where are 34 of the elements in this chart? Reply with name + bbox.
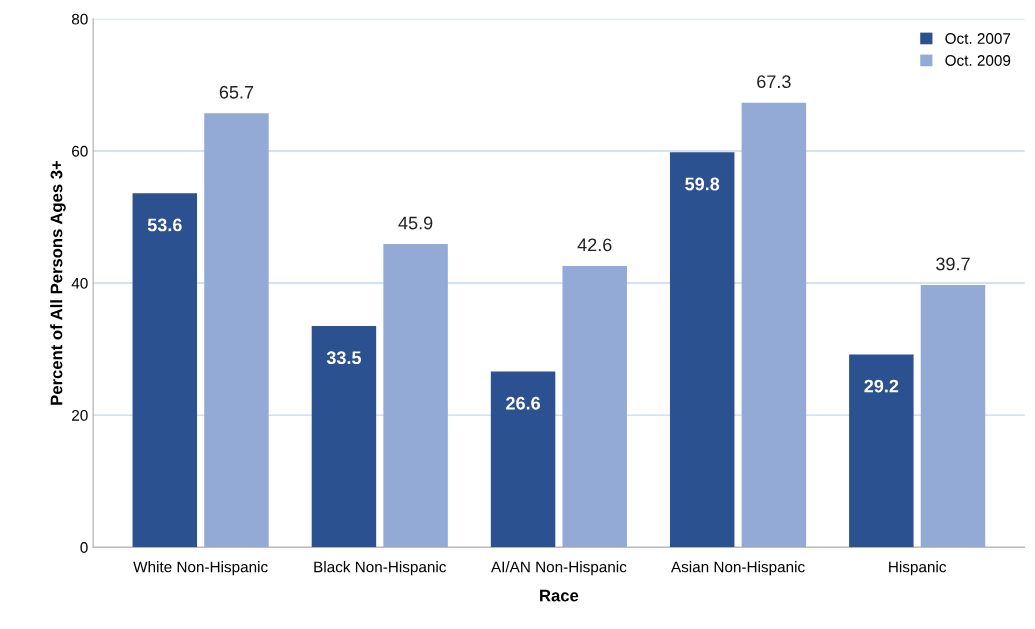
data-label: 33.5 [326, 351, 362, 365]
bar [849, 354, 914, 548]
x-tick-label: Hispanic [889, 561, 947, 576]
data-label: 45.9 [398, 216, 433, 230]
bar [311, 325, 377, 548]
data-label: 29.2 [864, 379, 899, 393]
y-tick-label: 20 [72, 410, 88, 421]
x-tick-label: Black Non-Hispanic [314, 561, 447, 576]
bar [204, 113, 269, 548]
x-tick-label: AI/AN Non-Hispanic [491, 561, 627, 576]
bar [490, 371, 556, 548]
bar [669, 152, 735, 548]
bar [383, 244, 448, 548]
legend-label: Oct. 2007 [945, 33, 1011, 44]
data-label: 26.6 [506, 396, 540, 410]
bar [562, 265, 627, 548]
data-label: 59.8 [685, 177, 720, 191]
data-label: 67.3 [757, 75, 791, 89]
data-label: 65.7 [219, 85, 254, 99]
legend-label: Oct. 2009 [945, 55, 1011, 66]
y-tick-label: 80 [71, 13, 88, 25]
bar [920, 285, 986, 548]
x-tick-label: Asian Non-Hispanic [670, 561, 805, 576]
bar [741, 102, 807, 548]
data-label: 42.6 [577, 238, 612, 252]
data-label: 53.6 [147, 218, 182, 232]
data-label: 39.7 [936, 257, 970, 271]
y-tick-label: 60 [72, 145, 88, 157]
bar [132, 193, 198, 548]
y-tick-label: 40 [71, 277, 88, 289]
x-tick-label: White Non-Hispanic [133, 561, 268, 576]
y-axis-title: Percent of All Persons Ages 3+ [50, 160, 66, 405]
y-tick-label: 0 [80, 542, 88, 553]
x-axis-title: Race [540, 589, 579, 602]
